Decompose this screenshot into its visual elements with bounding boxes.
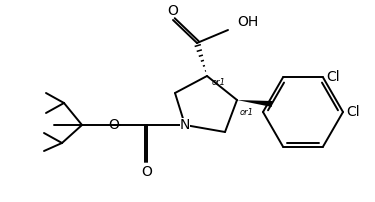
Polygon shape — [237, 100, 272, 107]
Text: or1: or1 — [212, 78, 226, 87]
Text: or1: or1 — [240, 108, 254, 117]
Text: O: O — [168, 4, 178, 18]
Text: O: O — [142, 165, 152, 179]
Text: Cl: Cl — [346, 105, 360, 119]
Text: OH: OH — [237, 15, 258, 29]
Text: N: N — [180, 118, 190, 132]
Text: Cl: Cl — [326, 70, 340, 84]
Text: O: O — [109, 118, 119, 132]
